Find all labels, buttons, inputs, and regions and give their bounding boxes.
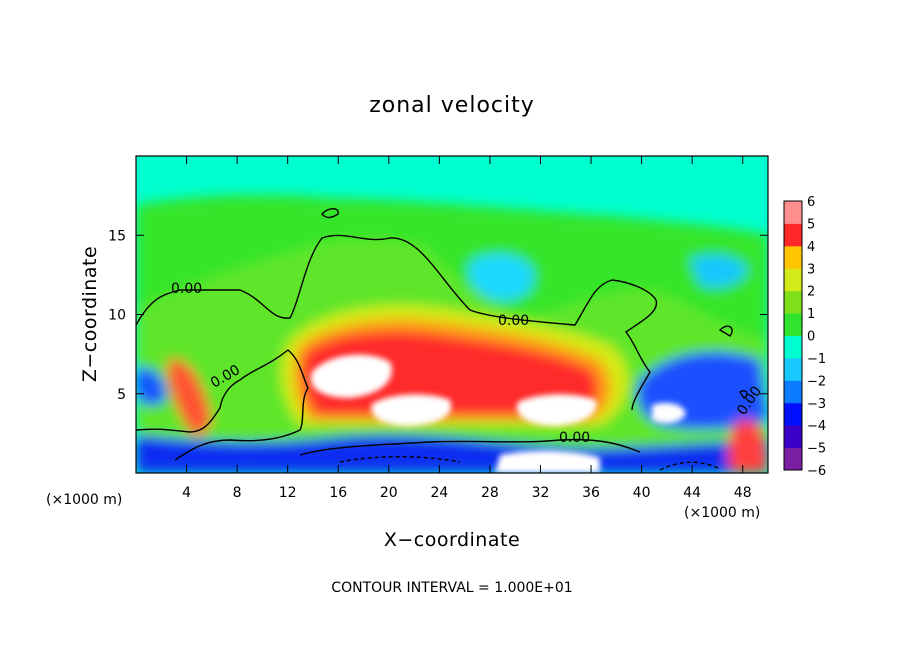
x-axis-label: X−coordinate: [384, 529, 520, 551]
field-region-blue-band: [136, 435, 768, 473]
colorbar-tick-label: 3: [807, 262, 815, 277]
colorbar-band: [784, 268, 802, 292]
colorbar-tick-label: 0: [807, 330, 815, 345]
field-core-3: [516, 394, 597, 426]
field-core-2: [371, 394, 452, 426]
colorbar-tick-label: −4: [807, 419, 826, 434]
field-region-cyan-upper: [468, 254, 534, 301]
x-tick-label: 8: [233, 485, 242, 501]
x-tick-label: 48: [734, 485, 752, 501]
colorbar-tick-label: −3: [807, 397, 826, 412]
field-core-1: [310, 354, 392, 398]
field-region-red-left: [167, 359, 211, 435]
x-tick-label: 20: [380, 485, 398, 501]
x-tick-label: 24: [430, 485, 448, 501]
field-region-blue-left: [136, 367, 167, 406]
colorbar-tick-label: −1: [807, 352, 826, 367]
y-axis: 5 10 15: [108, 228, 768, 403]
colorbar-tick-label: 2: [807, 285, 815, 300]
contour-interval-note: CONTOUR INTERVAL = 1.000E+01: [331, 580, 572, 596]
y-tick-label: 15: [108, 228, 126, 244]
colorbar-band: [784, 313, 802, 336]
colorbar-frame: [783, 200, 803, 471]
colorbar-band: [784, 402, 802, 426]
field-region-red: [302, 331, 598, 416]
colorbar-tick-label: −6: [807, 464, 826, 479]
colorbar-band: [784, 223, 802, 247]
x-axis: 4 8 12 16 20 24 28 32 36 40 44 48: [182, 156, 752, 501]
contour-lines: [136, 208, 748, 471]
x-tick-label: 44: [683, 485, 701, 501]
zero-contour-surface: [299, 438, 641, 456]
zero-contour-right-bits: [718, 325, 748, 399]
x-tick-label: 28: [481, 485, 499, 501]
colorbar: 6 5 4 3 2 1 0 −1 −2 −3 −4 −5 −6: [783, 195, 826, 479]
negative-contour-dashed: [339, 456, 719, 471]
colorbar-tick-label: 6: [807, 195, 815, 210]
y-axis-label: Z−coordinate: [79, 246, 101, 382]
colorbar-band: [784, 335, 802, 359]
colorbar-band: [784, 380, 802, 404]
x-tick-label: 32: [532, 485, 550, 501]
colorbar-tick-label: −5: [807, 442, 826, 457]
field-core-5: [495, 450, 600, 473]
field-region-cyan-right: [690, 255, 748, 288]
zero-contour-lower: [136, 349, 309, 461]
contour-label: 0.00: [498, 313, 529, 329]
contour-label: 0.00: [171, 281, 202, 297]
y-tick-label: 5: [117, 387, 126, 403]
x-tick-label: 16: [329, 485, 347, 501]
x-unit-right: (×1000 m): [684, 505, 760, 521]
colorbar-band: [784, 357, 802, 381]
zero-contour-island: [321, 208, 339, 219]
field-region-red-right: [728, 419, 768, 473]
colorbar-band: [784, 425, 802, 449]
field-core-4: [652, 402, 686, 424]
zero-contour-upper: [136, 234, 658, 411]
x-tick-label: 12: [279, 485, 297, 501]
x-tick-label: 4: [182, 485, 191, 501]
colorbar-tick-label: −2: [807, 374, 826, 389]
colorbar-tick-label: 1: [807, 307, 815, 322]
y-tick-label: 10: [108, 308, 126, 324]
x-tick-label: 36: [582, 485, 600, 501]
colorbar-band: [784, 447, 802, 471]
colorbar-band: [784, 245, 802, 269]
x-unit-left: (×1000 m): [46, 492, 122, 508]
chart-title: zonal velocity: [369, 93, 535, 118]
colorbar-band: [784, 201, 802, 224]
x-tick-label: 40: [633, 485, 651, 501]
colorbar-band: [784, 290, 802, 314]
colorbar-tick-label: 5: [807, 217, 815, 232]
contour-label: 0.00: [559, 430, 590, 446]
velocity-field: [136, 156, 768, 473]
colorbar-tick-label: 4: [807, 240, 815, 255]
